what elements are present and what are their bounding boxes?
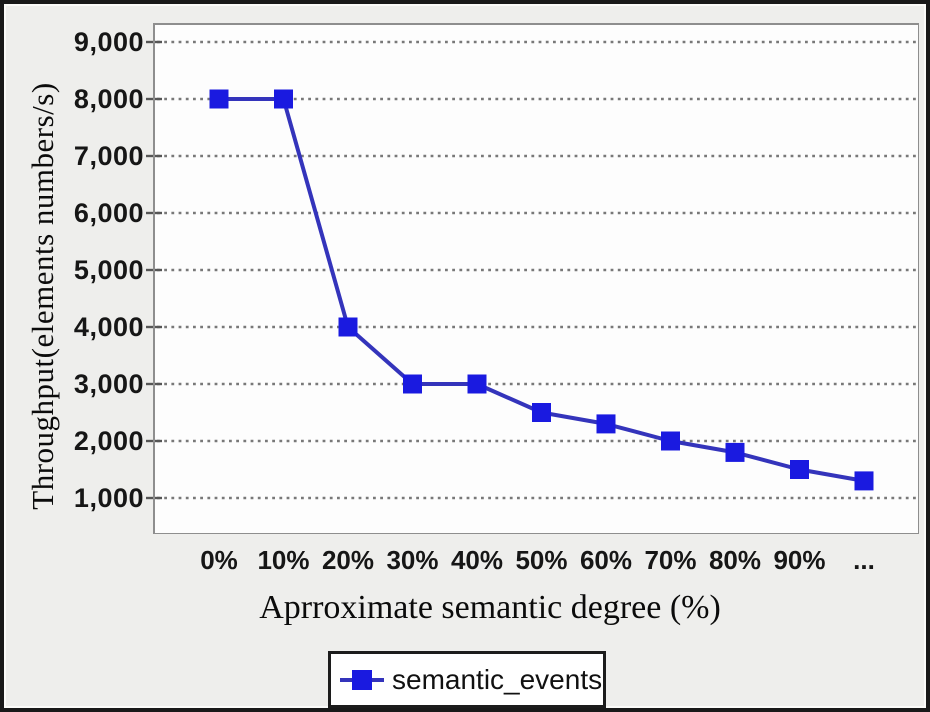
- data-point-marker: [274, 89, 293, 109]
- data-point-marker: [467, 374, 487, 394]
- x-tick-label: 40%: [450, 545, 504, 575]
- x-tick-label: ...: [853, 545, 875, 575]
- x-tick-label: 80%: [708, 545, 762, 575]
- data-point-marker: [403, 374, 422, 394]
- data-point-marker: [725, 442, 745, 462]
- y-tick-label: 6,000: [73, 198, 144, 228]
- data-point-marker: [661, 431, 680, 451]
- y-tick-label: 5,000: [73, 255, 144, 285]
- x-tick-label: 30%: [386, 545, 439, 575]
- legend-series-label: semantic_events: [392, 663, 603, 695]
- x-tick-label: 20%: [321, 545, 375, 575]
- data-point-marker: [209, 89, 229, 109]
- x-tick-label: 90%: [773, 545, 826, 575]
- x-tick-label: 70%: [644, 545, 697, 575]
- y-tick-label: 9,000: [73, 27, 144, 57]
- x-axis-title: Aprroximate semantic degree (%): [259, 589, 721, 626]
- y-tick-label: 1,000: [73, 483, 144, 513]
- x-tick-label: 50%: [515, 545, 568, 575]
- y-axis-title: Throughput(elements numbers/s): [25, 82, 60, 510]
- data-point-marker: [532, 403, 551, 422]
- data-point-marker: [790, 460, 809, 479]
- y-tick-label: 8,000: [73, 84, 144, 114]
- plot-border: [153, 23, 919, 534]
- data-point-marker: [338, 317, 358, 337]
- legend-series-marker-icon: [340, 669, 384, 690]
- y-tick-label: 2,000: [73, 426, 144, 456]
- x-tick-label: 0%: [200, 545, 238, 575]
- y-tick-label: 3,000: [73, 369, 144, 399]
- data-point-marker: [596, 414, 616, 434]
- x-tick-label: 60%: [579, 545, 633, 575]
- plot-background: [154, 24, 919, 534]
- y-tick-label: 4,000: [73, 312, 144, 342]
- x-tick-label: 10%: [257, 545, 310, 575]
- data-point-marker: [854, 471, 874, 491]
- plot-area: [146, 23, 919, 534]
- legend-box: semantic_events: [328, 651, 606, 708]
- y-tick-label: 7,000: [73, 141, 144, 171]
